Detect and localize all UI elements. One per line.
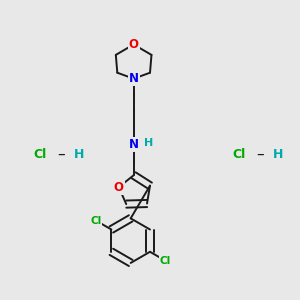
Text: H: H — [273, 148, 283, 161]
Text: Cl: Cl — [232, 148, 246, 161]
Text: O: O — [114, 181, 124, 194]
Text: Cl: Cl — [33, 148, 47, 161]
Text: Cl: Cl — [90, 216, 102, 226]
Text: –: – — [256, 147, 264, 162]
Text: H: H — [74, 148, 84, 161]
Text: H: H — [145, 138, 154, 148]
Text: N: N — [129, 138, 139, 151]
Text: Cl: Cl — [160, 256, 171, 266]
Text: –: – — [57, 147, 64, 162]
Text: N: N — [129, 72, 139, 85]
Text: O: O — [129, 38, 139, 51]
